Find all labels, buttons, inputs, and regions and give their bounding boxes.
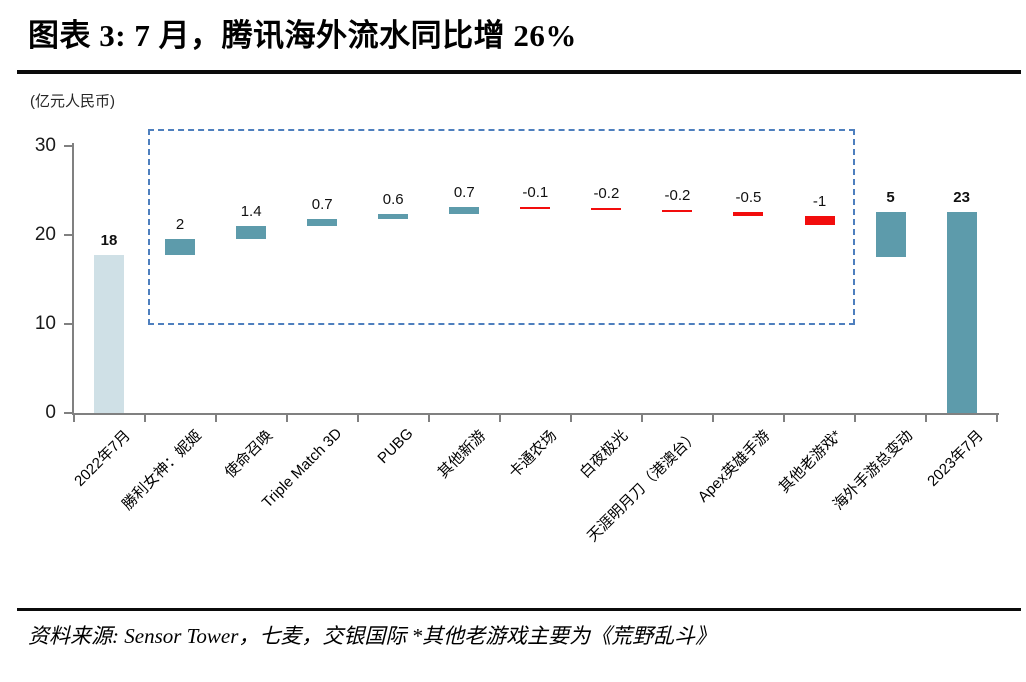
bar-value-label: -1 [812,193,827,211]
x-axis-tick [285,415,288,422]
waterfall-bar [165,238,196,256]
title-divider [17,70,1021,74]
x-axis-category-label: 其他新游 [434,427,490,482]
x-axis-category-label: 白夜极光 [577,427,632,482]
y-axis-label: 10 [34,313,56,334]
y-axis-tick [63,412,72,414]
x-axis-category-label: 2023年7月 [924,427,987,490]
waterfall-bar [307,218,338,227]
y-axis-label: 0 [45,402,56,423]
bar-value-label: 0.7 [453,184,475,202]
waterfall-bar [804,216,835,226]
dashed-highlight-box [148,129,855,325]
bar-value-label: -0.2 [664,187,691,205]
bar-value-label: 23 [953,188,970,206]
x-axis-tick [143,415,146,422]
x-axis-category-label: PUBG [374,425,417,468]
x-axis-tick [498,415,501,422]
x-axis-tick [711,415,714,422]
waterfall-bar [94,255,125,413]
x-axis-tick [783,415,785,422]
waterfall-bar [591,208,622,211]
y-axis-label: 20 [34,224,56,245]
x-axis-category-label: 卡通农场 [505,427,561,482]
unit-label: (亿元人民币) [30,93,115,110]
x-axis-category-label: 使命召唤 [221,427,277,482]
waterfall-bar [449,207,480,214]
x-axis [71,413,1000,415]
waterfall-bar [378,213,409,219]
chart-title: 图表 3: 7 月，腾讯海外流水同比增 26% [28,18,577,53]
y-axis-tick [63,323,72,325]
x-axis-tick [854,415,857,422]
x-axis-category-label: 2022年7月 [71,427,135,490]
x-axis-tick [569,415,572,422]
waterfall-bar [662,210,693,213]
y-axis [71,143,74,415]
bar-value-label: 5 [886,188,895,206]
x-axis-tick [427,415,430,422]
waterfall-bar [520,207,551,210]
x-axis-tick [996,415,999,422]
bar-value-label: -0.2 [593,185,620,203]
bar-value-label: -0.5 [735,188,762,206]
waterfall-bar [946,211,977,413]
bar-value-label: 2 [175,215,185,233]
bar-value-label: 1.4 [240,203,262,221]
bar-value-label: -0.1 [522,184,549,202]
x-axis-tick [72,415,75,422]
x-axis-tick [214,415,217,422]
x-axis-category-label: 其他老游戏* [775,427,845,497]
waterfall-bar [875,211,906,258]
y-axis-tick [63,145,72,147]
bar-value-label: 0.6 [382,190,404,208]
waterfall-bar [733,211,764,217]
x-axis-tick [356,415,359,422]
x-axis-category-label: Apex英雄手游 [694,427,774,506]
waterfall-chart: 0 10 20 30 18 2022年7月 2 勝利女神：妮姬 1.4 使命召唤 0.7 Triple… [34,129,1000,545]
y-axis-label: 30 [34,135,56,156]
x-axis-tick [640,415,643,422]
source-note: 资料来源: Sensor Tower，七麦，交银国际 *其他老游戏主要为《荒野乱… [28,624,717,648]
bar-value-label: 18 [100,232,118,250]
x-axis-tick [925,415,928,422]
y-axis-tick [63,234,72,236]
footer-divider [17,608,1021,611]
waterfall-bar [236,226,267,239]
bar-value-label: 0.7 [311,195,333,213]
